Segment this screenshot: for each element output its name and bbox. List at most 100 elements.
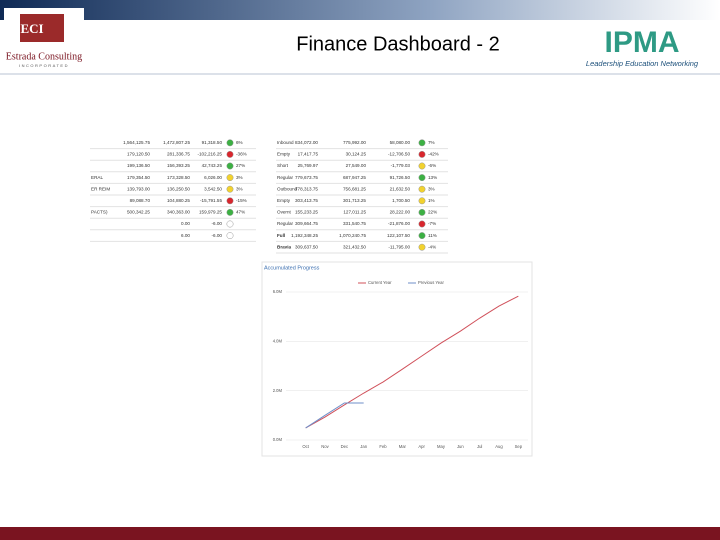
status-icon (226, 185, 234, 193)
cell: 89,088.70 (130, 198, 151, 203)
cell: 303,413.75 (295, 198, 318, 203)
cell: 309,664.75 (295, 221, 318, 226)
cell: 139,793.00 (127, 186, 150, 191)
status-icon (418, 243, 426, 251)
cell: 687,947.25 (343, 175, 366, 180)
cell: Full (277, 233, 285, 238)
status-icon (418, 162, 426, 170)
status-icon (418, 174, 426, 182)
cell: 834,072.00 (295, 140, 318, 145)
cell: -7% (428, 221, 436, 226)
cell: 301,713.25 (343, 198, 366, 203)
status-icon (418, 208, 426, 216)
cell: 179,120.50 (127, 152, 150, 157)
cell: 331,540.75 (343, 221, 366, 226)
cell: ERAL (91, 175, 103, 180)
cell: 321,432.50 (343, 244, 366, 249)
cell: -15% (236, 198, 247, 203)
cell: 104,880.25 (167, 198, 190, 203)
cell: 173,328.50 (167, 175, 190, 180)
cell: -21,876.00 (388, 221, 410, 226)
series-line (305, 402, 364, 429)
cell: 47% (236, 210, 245, 215)
cell: 127,011.25 (343, 210, 366, 215)
cell: Inbound (277, 140, 294, 145)
cell: -11,795.00 (388, 244, 410, 249)
cell: 1% (428, 198, 435, 203)
x-tick-label: Jun (457, 444, 464, 449)
legend-label: Previous Year (418, 280, 444, 285)
cell: -42% (428, 152, 439, 157)
status-icon (226, 139, 234, 147)
cell: 30,124.25 (346, 152, 367, 157)
cell: 27,549.00 (346, 163, 367, 168)
logo-left-sub: INCORPORATED (19, 63, 69, 68)
cell: 6,026.00 (204, 175, 222, 180)
x-tick-label: Aug (495, 444, 503, 449)
cell: 500,342.25 (127, 210, 150, 215)
series-line (305, 295, 519, 429)
cell: 3% (236, 175, 243, 180)
cell: 155,233.25 (295, 210, 318, 215)
cell: 136,250.50 (167, 186, 190, 191)
cell: 7% (428, 140, 435, 145)
logo-right-bg (570, 24, 718, 70)
cell: Empty (277, 152, 291, 157)
logo-right-sub: Leadership Education Networking (586, 59, 699, 68)
cell: Empty (277, 198, 291, 203)
status-icon (418, 185, 426, 193)
cell: 17,417.75 (298, 152, 319, 157)
cell: 281,336.75 (167, 152, 190, 157)
y-tick-label: 6.0M (273, 289, 283, 294)
status-icon (418, 197, 426, 205)
y-tick-label: 2.0M (273, 388, 283, 393)
cell: 340,363.00 (167, 210, 190, 215)
logo-right-mark: IPMA (605, 26, 680, 59)
x-tick-label: Feb (379, 444, 387, 449)
cell: -36% (236, 152, 247, 157)
cell: 3% (236, 186, 243, 191)
cell: Regular (277, 175, 294, 180)
status-icon (418, 139, 426, 147)
cell: 3,542.50 (204, 186, 222, 191)
cell: 6% (236, 140, 243, 145)
x-tick-label: Jul (477, 444, 482, 449)
status-icon (418, 150, 426, 158)
cell: 122,107.50 (387, 233, 410, 238)
x-tick-label: Mar (399, 444, 407, 449)
cell: 199,136.50 (127, 163, 150, 168)
status-icon (226, 174, 234, 182)
status-icon (226, 232, 234, 240)
status-icon (226, 150, 234, 158)
chart-panel (261, 261, 533, 457)
cell: PACTS) (91, 210, 108, 215)
cell: -4% (428, 244, 436, 249)
cell: 1,192,348.25 (291, 233, 318, 238)
cell: -15,791.55 (200, 198, 222, 203)
y-tick-label: 0.0M (273, 437, 283, 442)
cell: 11% (428, 233, 437, 238)
header-band (0, 0, 720, 20)
cell: 156,393.25 (167, 163, 190, 168)
logo-left-mark: ECI (20, 21, 43, 36)
cell: -1,779.03 (391, 163, 411, 168)
cell: 42,743.25 (202, 163, 223, 168)
x-tick-label: May (437, 444, 446, 449)
status-icon (226, 220, 234, 228)
x-tick-label: Apr (418, 444, 425, 449)
cell: 0.00 (181, 221, 190, 226)
cell: -6.00 (212, 233, 223, 238)
status-icon (226, 197, 234, 205)
x-tick-label: Nov (321, 444, 329, 449)
x-tick-label: Oct (302, 444, 309, 449)
cell: 91,318.50 (202, 140, 223, 145)
cell: -102,216.25 (197, 152, 222, 157)
cell: Overnt (277, 210, 292, 215)
cell: 22% (428, 210, 437, 215)
cell: Regular (277, 221, 294, 226)
cell: 28,222.00 (390, 210, 411, 215)
cell: ER REIM (91, 186, 110, 191)
logo-building (20, 14, 64, 42)
